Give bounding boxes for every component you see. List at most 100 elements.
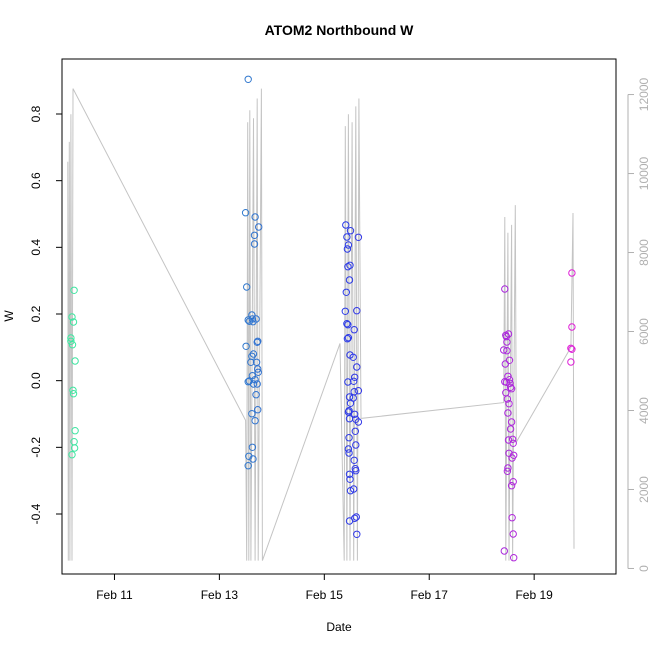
y-tick-label: -0.2: [29, 437, 43, 458]
data-point: [250, 240, 259, 248]
data-point: [254, 406, 262, 414]
data-point: [346, 261, 354, 269]
data-point: [244, 462, 252, 470]
data-point: [505, 356, 514, 364]
data-point: [345, 276, 354, 284]
data-point: [350, 377, 358, 385]
data-point: [67, 337, 75, 345]
data-point: [509, 530, 517, 538]
data-point: [342, 221, 350, 229]
data-point: [509, 478, 517, 486]
data-point: [252, 315, 260, 323]
y2-tick-label: 2000: [637, 476, 650, 503]
data-point: [71, 357, 79, 365]
y2-tick-label: 0: [637, 565, 650, 572]
data-point: [354, 233, 363, 242]
data-point: [341, 307, 349, 315]
x-axis: Feb 11 Feb 13 Feb 15 Feb 17 Feb 19: [96, 574, 553, 602]
data-point: [503, 395, 512, 403]
x-tick-label: Feb 17: [411, 588, 449, 602]
data-point: [68, 451, 76, 459]
data-point: [506, 425, 515, 433]
data-point: [70, 444, 79, 452]
data-point: [345, 470, 354, 478]
data-point: [505, 376, 514, 384]
data-point: [251, 417, 259, 425]
data-point: [350, 485, 358, 493]
data-point: [343, 233, 351, 241]
y-tick-label: 0.2: [29, 305, 43, 322]
data-point: [500, 346, 508, 354]
data-point: [506, 379, 514, 387]
data-point: [354, 387, 363, 395]
data-point: [503, 347, 511, 355]
data-point: [346, 227, 355, 235]
data-point: [241, 209, 250, 217]
data-point: [508, 435, 517, 443]
data-point: [248, 410, 256, 418]
data-point: [343, 245, 352, 253]
data-point: [504, 464, 512, 472]
data-point: [248, 443, 257, 451]
data-point: [350, 456, 358, 464]
y-axis-left: -0.4 -0.2 0.0 0.2 0.4 0.6 0.8: [29, 105, 62, 524]
y-tick-label: 0.0: [29, 372, 43, 389]
data-point: [501, 360, 509, 368]
data-point: [344, 241, 353, 249]
data-point: [344, 263, 352, 271]
data-point: [507, 385, 516, 393]
data-point: [244, 316, 252, 324]
data-point: [567, 358, 575, 366]
data-point: [248, 352, 256, 360]
data-point: [353, 307, 361, 315]
data-point: [255, 223, 263, 231]
x-tick-label: Feb 19: [515, 588, 553, 602]
data-point: [68, 341, 77, 349]
data-point: [70, 286, 78, 294]
y2-tick-label: 10000: [637, 156, 650, 190]
data-point: [250, 231, 259, 240]
points-layer: [67, 75, 576, 562]
y-axis-right: 0 2000 4000 6000 8000 10000 12000: [627, 77, 650, 572]
data-point: [249, 455, 257, 463]
secondary-series-line: [67, 88, 575, 561]
secondary-line-layer: [67, 88, 575, 561]
data-point: [504, 409, 512, 417]
data-point: [344, 321, 352, 329]
data-point: [567, 344, 575, 352]
data-point: [254, 368, 262, 376]
x-tick-label: Feb 11: [96, 588, 133, 602]
data-point: [501, 285, 509, 293]
chart-title: ATOM2 Northbound W: [265, 22, 415, 38]
data-point: [510, 451, 518, 459]
data-point: [505, 400, 513, 408]
data-point: [503, 467, 512, 475]
data-point: [253, 380, 261, 388]
data-point: [249, 350, 258, 358]
data-point: [507, 482, 516, 490]
data-point: [568, 269, 576, 277]
data-point: [242, 342, 250, 350]
data-point: [506, 383, 515, 391]
data-point: [244, 75, 252, 84]
y-tick-label: -0.4: [29, 503, 43, 524]
y-axis-label: W: [2, 310, 16, 322]
x-tick-label: Feb 15: [306, 588, 344, 602]
data-point: [509, 439, 517, 447]
data-point: [504, 372, 512, 380]
data-point: [343, 335, 352, 343]
data-point: [500, 547, 508, 555]
data-point: [69, 386, 77, 394]
data-point: [343, 320, 351, 328]
data-point: [71, 427, 79, 435]
data-point: [504, 330, 513, 338]
data-point: [351, 373, 359, 381]
y2-tick-label: 8000: [637, 239, 650, 266]
y-tick-label: 0.8: [29, 105, 43, 122]
data-point: [252, 391, 260, 399]
data-point: [248, 315, 257, 323]
data-point: [67, 334, 75, 342]
data-point: [251, 213, 259, 221]
data-point: [344, 334, 353, 342]
data-point: [353, 363, 361, 371]
